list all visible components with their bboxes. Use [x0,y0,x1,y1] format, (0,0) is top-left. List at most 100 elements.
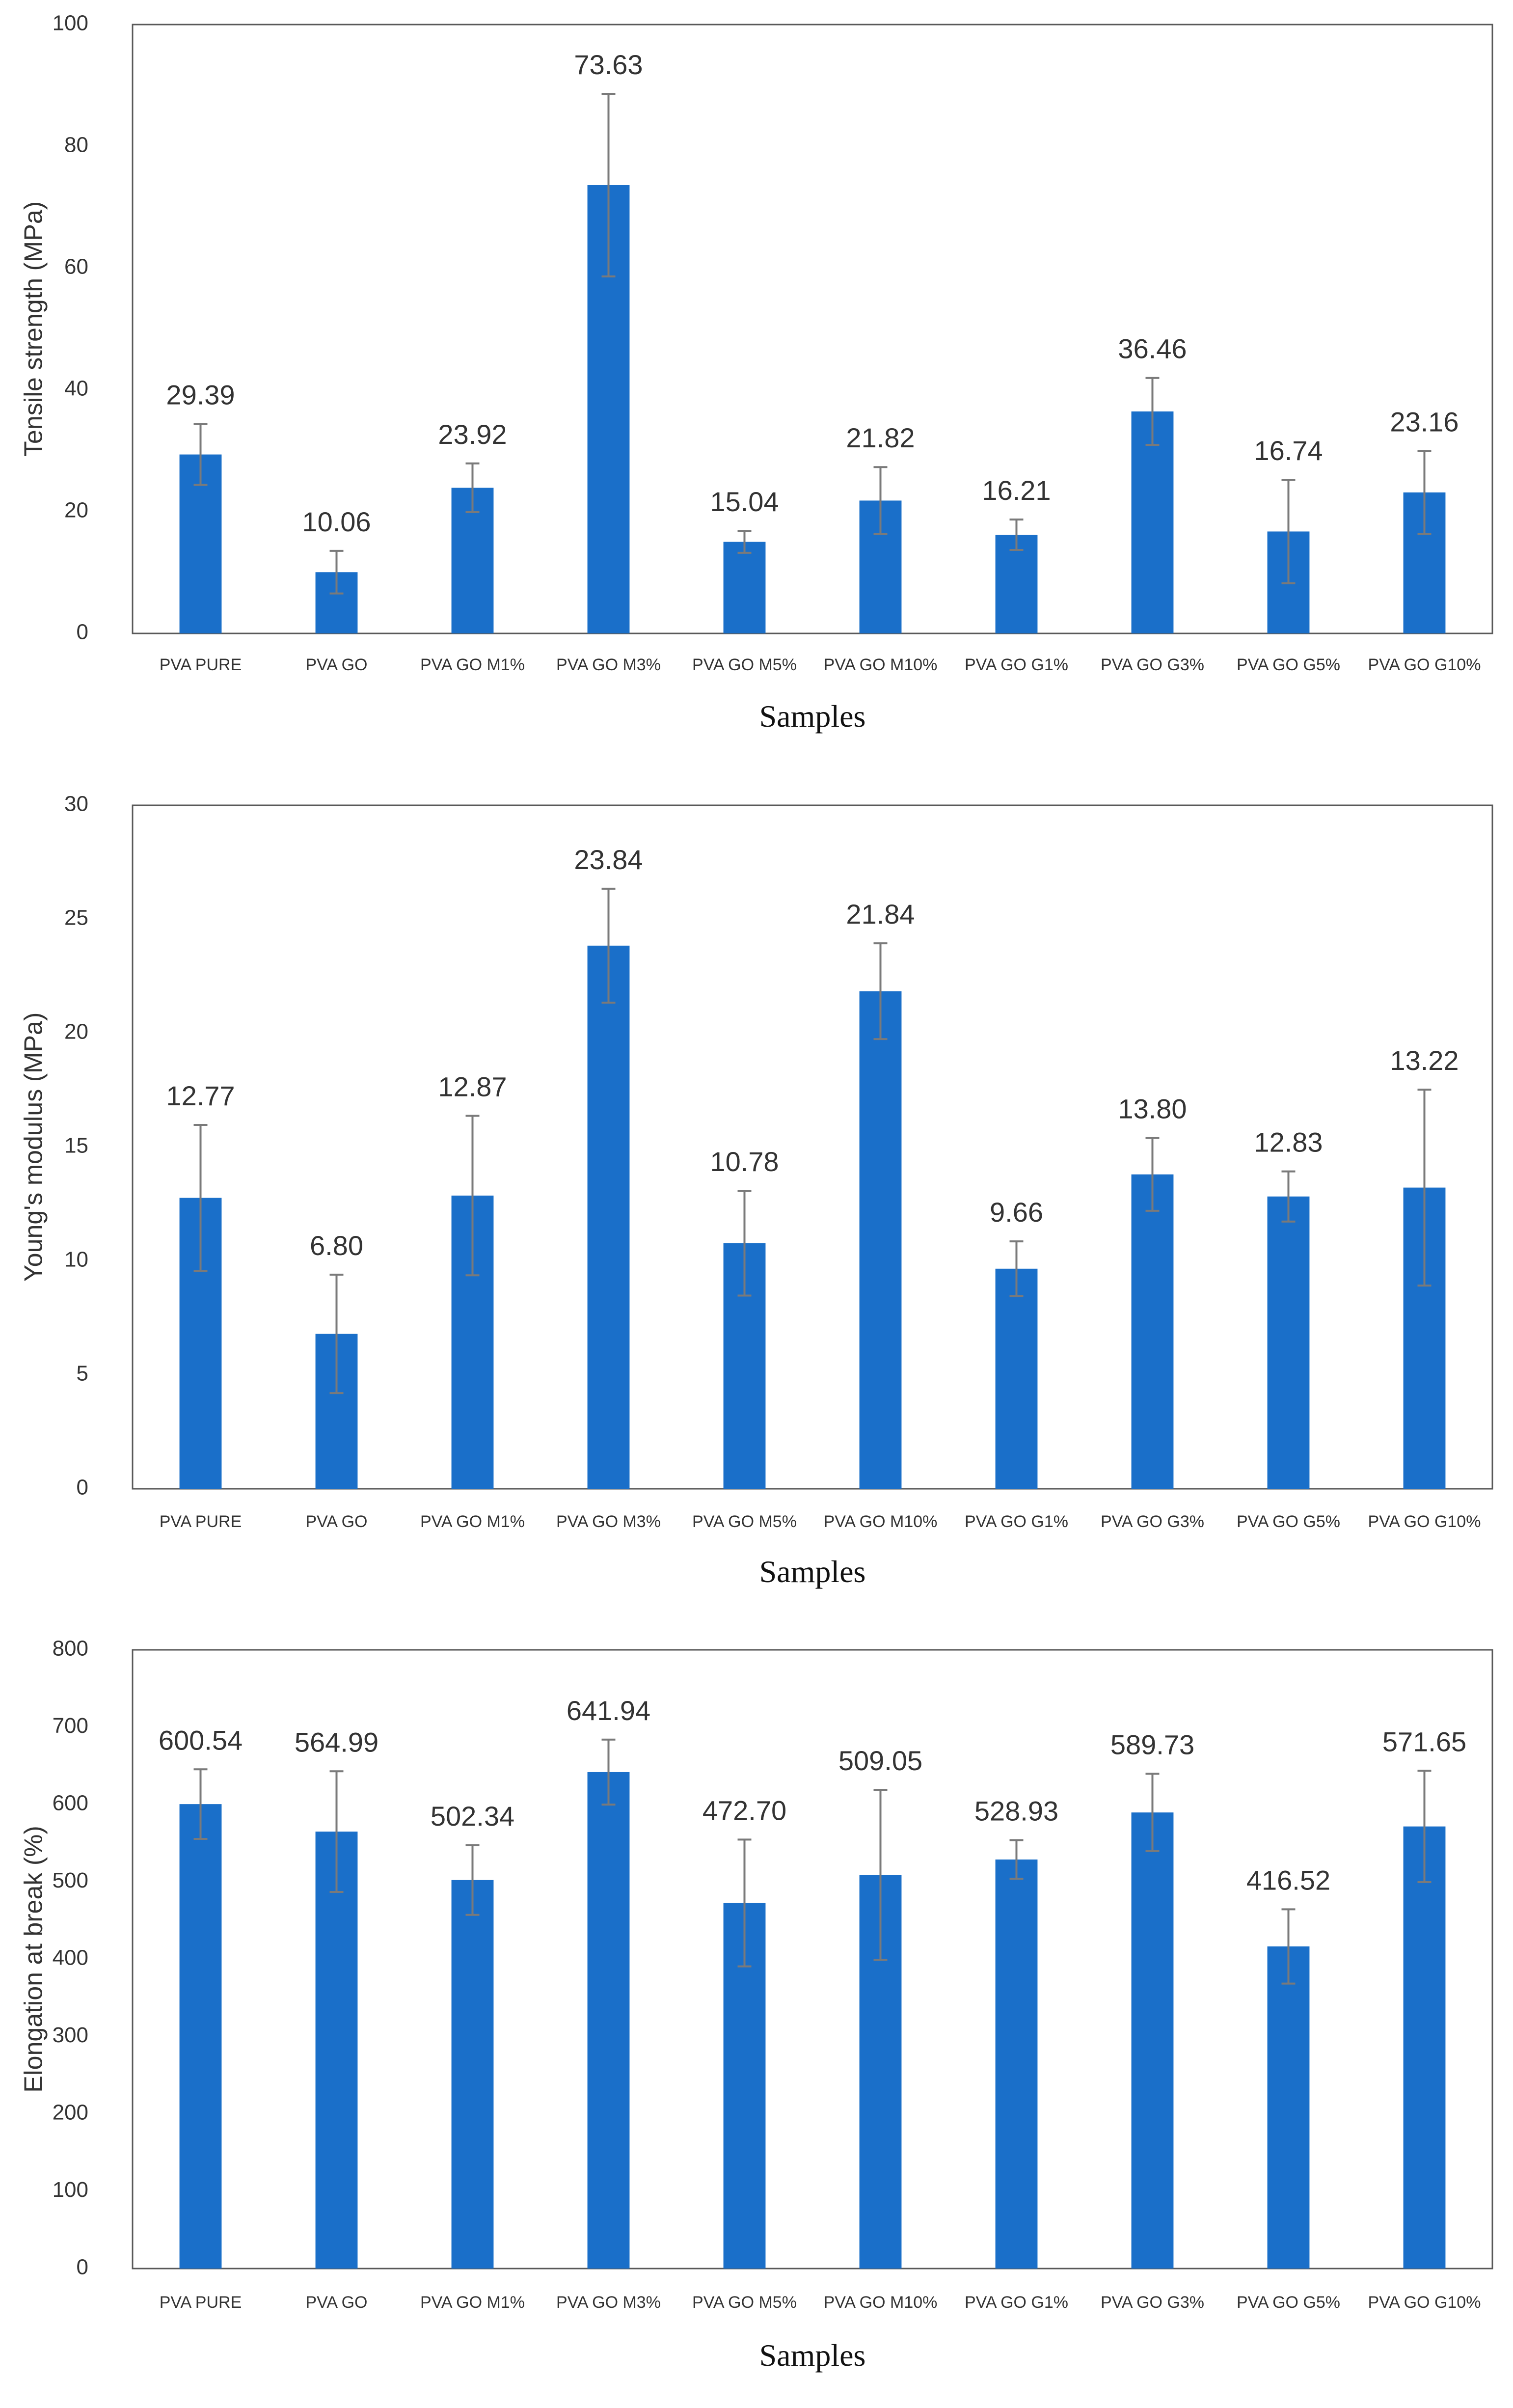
elongation-category-label: PVA GO G10% [1368,2293,1481,2312]
tensile-strength-bar [1131,411,1174,633]
elongation-data-label: 472.70 [702,1795,786,1826]
tensile-strength-category-label: PVA GO M1% [420,656,525,674]
youngs-modulus-category-label: PVA GO M3% [556,1512,661,1531]
tensile-strength-category-label: PVA GO M3% [556,656,661,674]
tensile-strength-bar [723,542,766,633]
youngs-modulus-y-tick-label: 20 [64,1020,88,1044]
elongation-y-tick-label: 600 [53,1791,88,1815]
elongation-bar [1131,1812,1174,2269]
tensile-strength-category-label: PVA GO [306,656,368,674]
elongation-data-label: 528.93 [974,1796,1058,1827]
youngs-modulus-data-label: 23.84 [574,844,643,875]
youngs-modulus-category-label: PVA GO M5% [692,1512,797,1531]
tensile-strength-category-label: PVA GO M10% [824,656,938,674]
youngs-modulus-category-label: PVA GO M10% [824,1512,938,1531]
tensile-strength-y-tick-label: 40 [64,377,88,401]
youngs-modulus-y-tick-label: 5 [77,1362,88,1386]
tensile-strength-x-axis-title: Samples [759,699,866,734]
youngs-modulus-bar [1267,1196,1310,1489]
tensile-strength-category-label: PVA GO G10% [1368,656,1481,674]
elongation-y-tick-label: 400 [53,1946,88,1970]
tensile-strength-y-tick-label: 100 [53,11,88,35]
tensile-strength-y-tick-label: 60 [64,255,88,279]
tensile-strength-category-label: PVA GO G5% [1237,656,1340,674]
youngs-modulus-category-label: PVA GO M1% [420,1512,525,1531]
tensile-strength-data-label: 16.21 [982,475,1051,506]
elongation-data-label: 416.52 [1246,1864,1330,1895]
youngs-modulus-data-label: 12.87 [438,1071,507,1102]
youngs-modulus-data-label: 12.77 [166,1080,235,1111]
youngs-modulus-category-label: PVA GO [306,1512,368,1531]
tensile-strength-data-label: 23.92 [438,419,507,450]
tensile-strength-marks: 0 20 40 60 80 100 29.39 PVA PURE 10.06 PVA GO 23.9… [53,11,1481,674]
youngs-modulus-bar [587,945,630,1489]
elongation-y-tick-label: 500 [53,1868,88,1892]
youngs-modulus-y-tick-label: 10 [64,1248,88,1272]
youngs-modulus-category-label: PVA GO G10% [1368,1512,1481,1531]
tensile-strength-y-tick-label: 20 [64,498,88,522]
elongation-y-tick-label: 0 [77,2255,88,2279]
youngs-modulus-data-label: 6.80 [310,1230,363,1261]
elongation-plot-frame [132,1649,1493,2270]
elongation-bar [179,1804,222,2269]
youngs-modulus-data-label: 9.66 [990,1197,1043,1228]
tensile-strength-data-label: 21.82 [846,422,915,453]
elongation-data-label: 641.94 [567,1695,650,1726]
tensile-strength-chart: Tensile strength (MPa) Samples 0 20 40 60 80… [20,11,1493,734]
tensile-strength-bar [995,534,1038,633]
tensile-strength-data-label: 29.39 [166,380,235,410]
tensile-strength-data-label: 23.16 [1390,406,1459,437]
elongation-y-tick-label: 800 [53,1637,88,1661]
youngs-modulus-x-axis-title: Samples [759,1554,866,1589]
tensile-strength-category-label: PVA PURE [160,656,242,674]
youngs-modulus-y-tick-label: 15 [64,1134,88,1158]
youngs-modulus-category-label: PVA GO G1% [965,1512,1068,1531]
tensile-strength-data-label: 36.46 [1118,333,1187,364]
elongation-x-axis-title: Samples [759,2338,866,2373]
elongation-bar [587,1772,630,2269]
youngs-modulus-bar [1131,1174,1174,1489]
tensile-strength-data-label: 73.63 [574,49,643,80]
elongation-category-label: PVA GO G1% [965,2293,1068,2312]
youngs-modulus-category-label: PVA GO G5% [1237,1512,1340,1531]
youngs-modulus-category-label: PVA GO G3% [1101,1512,1204,1531]
youngs-modulus-y-tick-label: 25 [64,906,88,930]
elongation-at-break-chart: Elongation at break (%) Samples 0 100 200 3… [20,1637,1493,2373]
youngs-modulus-bar [995,1268,1038,1489]
elongation-bar [1403,1826,1446,2269]
elongation-category-label: PVA GO M10% [824,2293,938,2312]
elongation-category-label: PVA GO M1% [420,2293,525,2312]
youngs-modulus-plot-frame [132,804,1493,1490]
elongation-y-axis-title: Elongation at break (%) [20,1826,48,2092]
youngs-modulus-marks: 0 5 10 15 20 25 30 12.77 PVA PURE 6.80 PVA GO 12.87… [64,792,1481,1531]
tensile-strength-category-label: PVA GO M5% [692,656,797,674]
youngs-modulus-bar [859,991,902,1489]
elongation-category-label: PVA GO G3% [1101,2293,1204,2312]
elongation-category-label: PVA GO M3% [556,2293,661,2312]
tensile-strength-data-label: 15.04 [710,486,779,517]
elongation-category-label: PVA GO G5% [1237,2293,1340,2312]
elongation-category-label: PVA GO M5% [692,2293,797,2312]
elongation-marks: 0 100 200 300 400 500 600 700 800 600.54 PVA PURE 5… [53,1637,1481,2312]
youngs-modulus-data-label: 21.84 [846,899,915,930]
elongation-data-label: 571.65 [1382,1726,1466,1757]
elongation-bar [995,1859,1038,2269]
elongation-category-label: PVA PURE [160,2293,242,2312]
elongation-y-tick-label: 200 [53,2101,88,2125]
youngs-modulus-y-tick-label: 0 [77,1476,88,1500]
elongation-y-tick-label: 100 [53,2178,88,2202]
tensile-strength-data-label: 16.74 [1254,435,1323,466]
tensile-strength-data-label: 10.06 [302,506,371,537]
youngs-modulus-data-label: 10.78 [710,1146,779,1177]
elongation-y-tick-label: 700 [53,1714,88,1738]
elongation-y-tick-label: 300 [53,2023,88,2047]
tensile-strength-y-tick-label: 0 [77,620,88,644]
elongation-data-label: 600.54 [159,1724,243,1755]
elongation-data-label: 564.99 [295,1726,378,1757]
elongation-bar [1267,1946,1310,2269]
elongation-data-label: 502.34 [431,1801,514,1832]
youngs-modulus-data-label: 12.83 [1254,1127,1323,1158]
tensile-strength-y-axis-title: Tensile strength (MPa) [20,201,48,457]
youngs-modulus-data-label: 13.80 [1118,1093,1187,1124]
